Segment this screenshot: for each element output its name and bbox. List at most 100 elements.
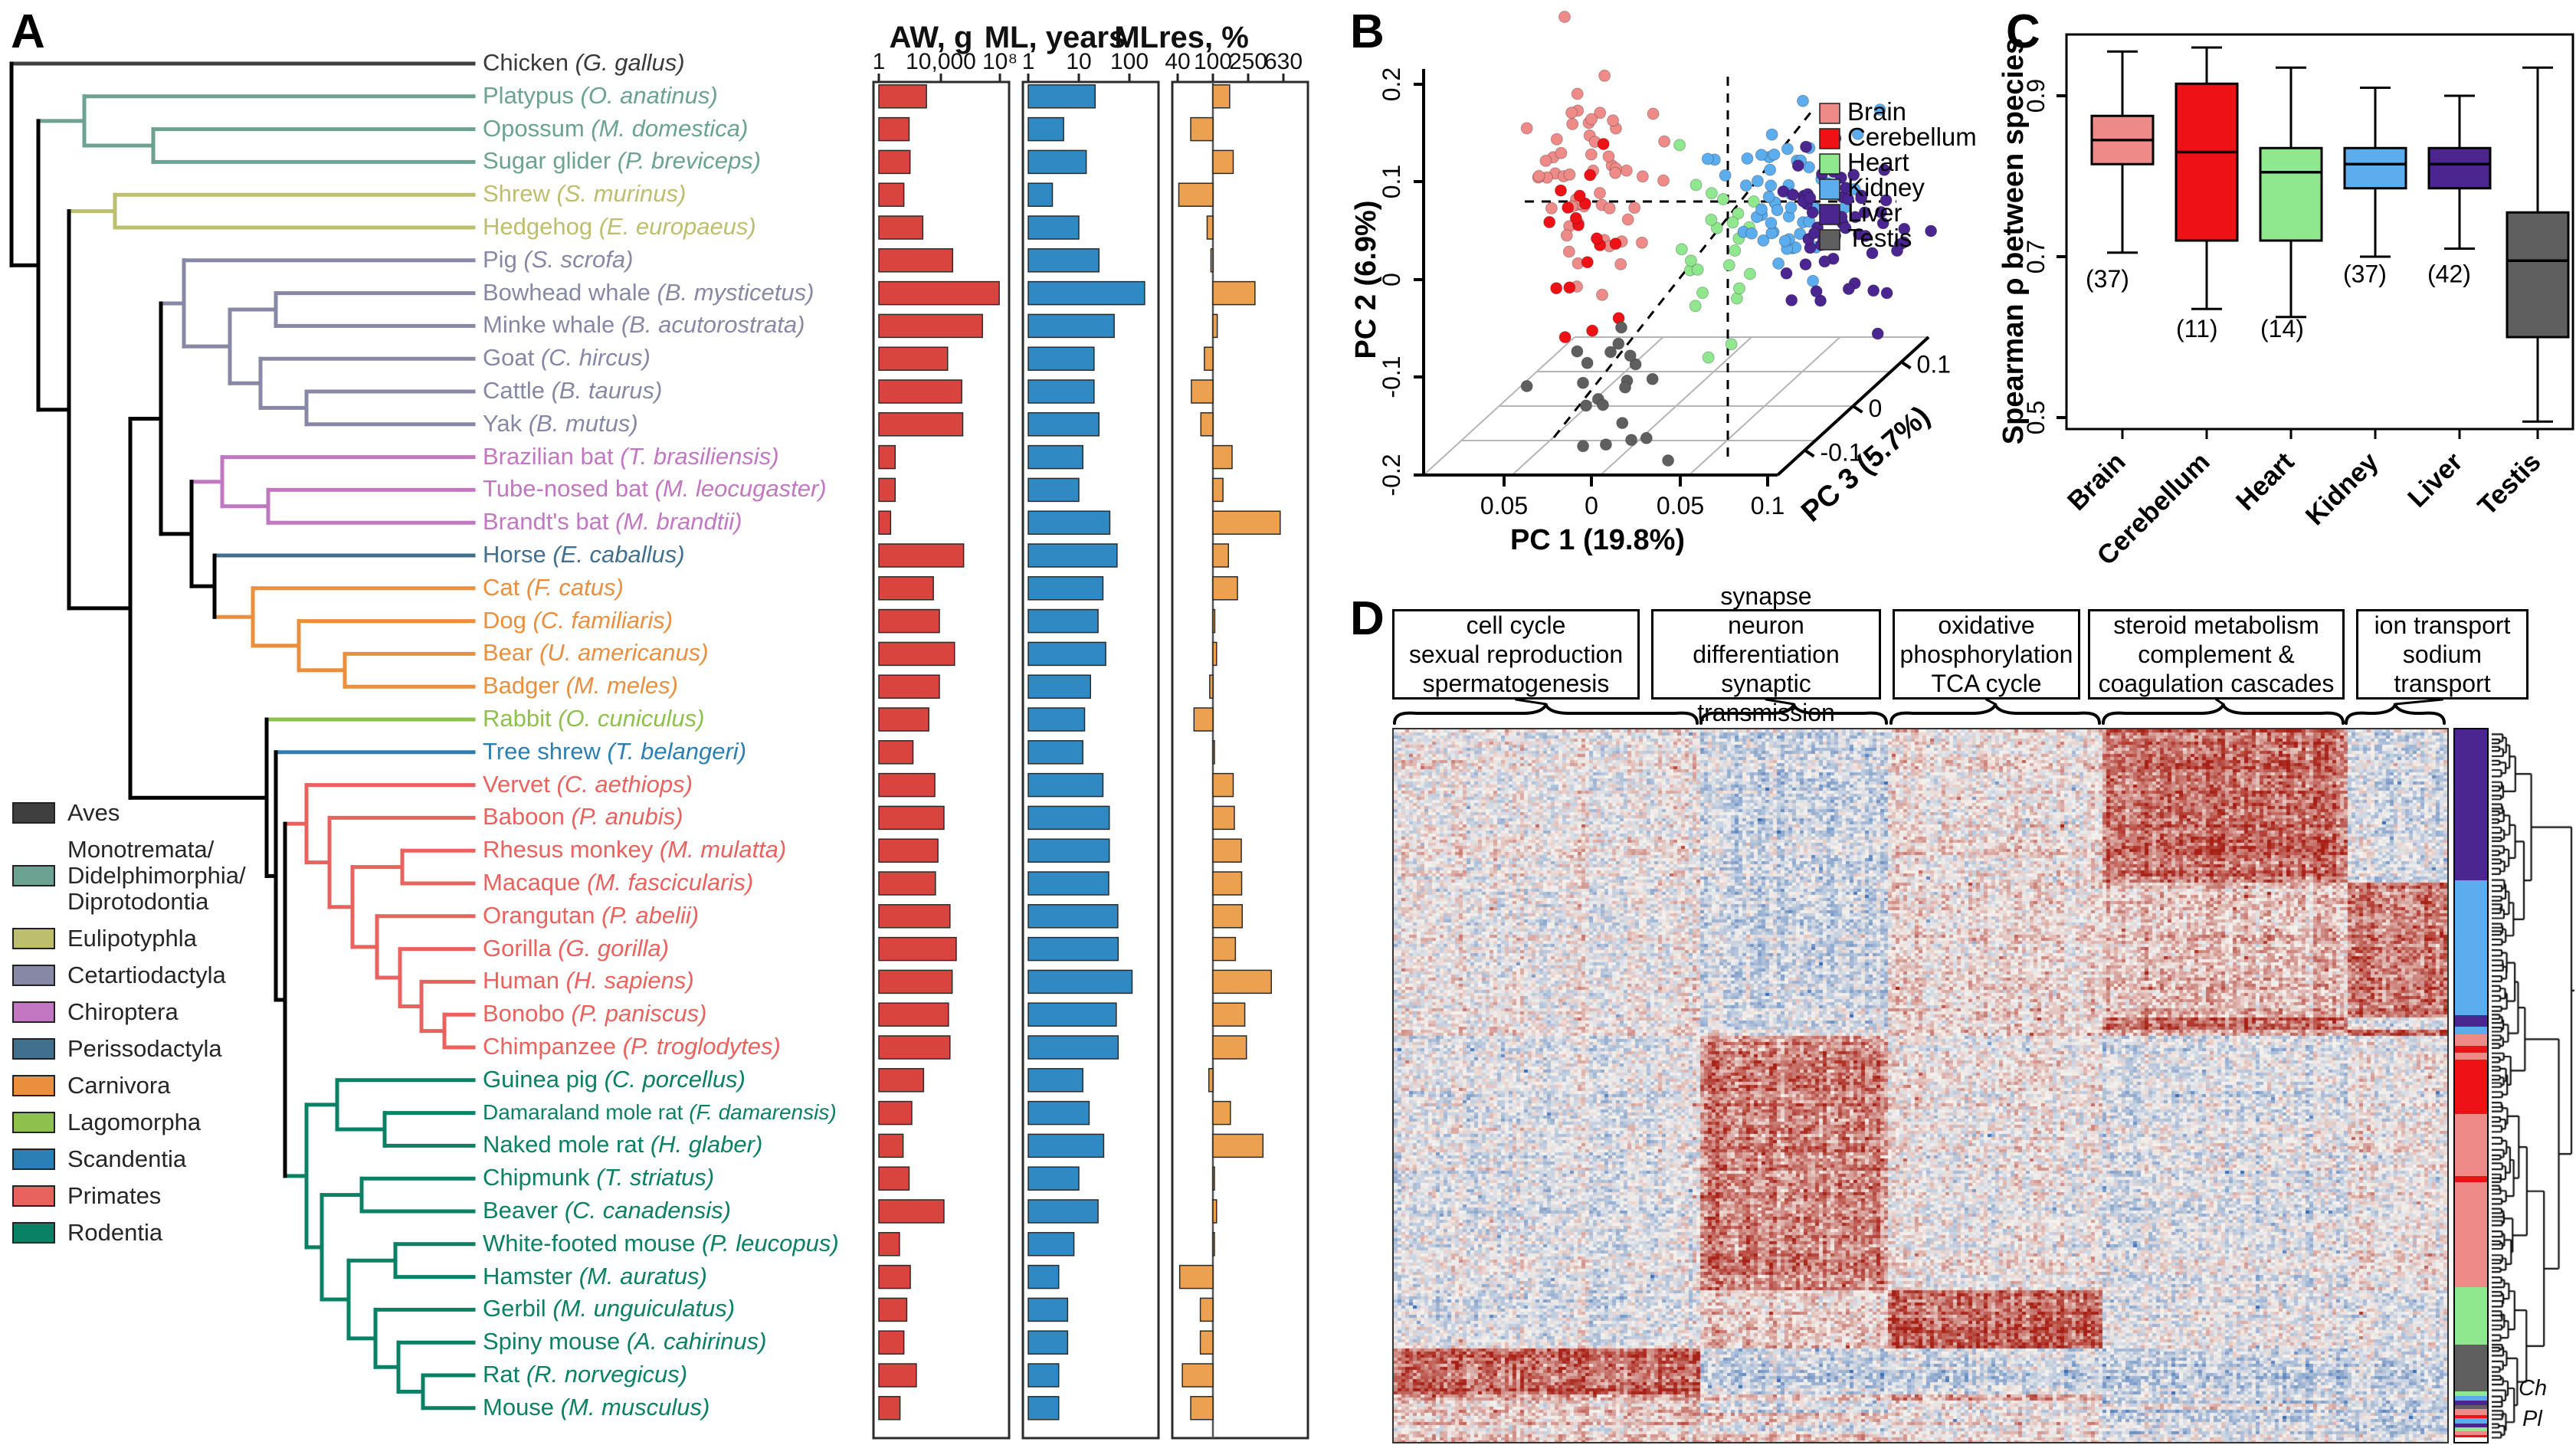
legend-label: Aves: [67, 799, 120, 826]
svg-text:0.5: 0.5: [2022, 401, 2050, 434]
pca-3d-plot: 0.2 0.1 0 -0.1 -0.2 0.05 0 0.05 0.1 0.1 0 -0.1 PC 1 …: [1350, 11, 1977, 556]
species-latin-name: (M. auratus): [578, 1262, 707, 1289]
tissue-sidebar-segment: [2455, 1430, 2487, 1435]
svg-text:Kidney: Kidney: [1847, 173, 1925, 202]
svg-text:100: 100: [1110, 49, 1149, 74]
species-common-name: Human: [483, 967, 566, 994]
species-label: Human (H. sapiens): [483, 968, 694, 994]
species-common-name: Cat: [483, 573, 526, 601]
legend-label: Eulipotyphla: [67, 925, 197, 952]
species-common-name: Orangutan: [483, 901, 602, 929]
tissue-sidebar-segment: [2455, 1405, 2487, 1410]
species-label: Chicken (G. gallus): [483, 50, 685, 76]
species-latin-name: (T. brasiliensis): [620, 442, 779, 470]
species-common-name: Rhesus monkey: [483, 836, 660, 863]
species-label: Vervet (C. aethiops): [483, 771, 693, 798]
species-label: Brandt's bat (M. brandtii): [483, 509, 742, 535]
panel-c-letter: C: [2006, 5, 2040, 58]
svg-text:0: 0: [1585, 492, 1598, 519]
category-box-line: steroid metabolism: [2113, 611, 2319, 639]
species-latin-name: (F. damarensis): [689, 1099, 837, 1124]
category-box-line: oxidative: [1938, 611, 2035, 639]
species-latin-name: (B. taurus): [551, 377, 663, 404]
species-common-name: Opossum: [483, 114, 592, 142]
svg-text:Brain: Brain: [1847, 97, 1906, 126]
species-latin-name: (E. europaeus): [598, 213, 756, 240]
species-label: Guinea pig (C. porcellus): [483, 1066, 746, 1093]
species-latin-name: (U. americanus): [539, 639, 709, 667]
svg-text:PC 1 (19.8%): PC 1 (19.8%): [1510, 524, 1685, 556]
braces-group: [1393, 698, 2446, 725]
panel-a-letter: A: [11, 5, 45, 58]
legend-label: Perissodactyla: [67, 1035, 222, 1062]
species-label: Cattle (B. taurus): [483, 378, 662, 404]
species-label: Hedgehog (E. europaeus): [483, 214, 756, 240]
species-latin-name: (M. brandtii): [615, 508, 742, 536]
tissue-sidebar-segment: [2455, 1400, 2487, 1406]
species-label: Gorilla (G. gorilla): [483, 935, 669, 962]
species-common-name: Goat: [483, 344, 541, 372]
species-common-name: Sugar glider: [483, 147, 618, 175]
annotation-platypus: Pl: [2522, 1407, 2542, 1431]
category-box-line: neuron differentiation: [1693, 611, 1840, 668]
legend-swatch-rodentia: [12, 1222, 55, 1243]
legend-label: Chiroptera: [67, 998, 179, 1025]
tissue-sidebar-segment: [2455, 1287, 2487, 1345]
species-latin-name: (M. unguiculatus): [552, 1295, 736, 1322]
svg-text:Kidney: Kidney: [2300, 447, 2384, 531]
phylo-tree: [9, 61, 476, 1411]
species-common-name: Dog: [483, 606, 533, 634]
category-box-line: spermatogenesis: [1422, 670, 1610, 697]
species-label: Gerbil (M. unguiculatus): [483, 1296, 735, 1322]
legend-swatch-primates: [12, 1185, 55, 1207]
species-label: Goat (C. hircus): [483, 345, 651, 371]
category-box-line: synapse: [1720, 582, 1812, 610]
annotation-chicken: Ch: [2519, 1376, 2548, 1401]
category-box-line: cell cycle: [1466, 611, 1566, 639]
species-latin-name: (M. meles): [565, 672, 678, 700]
legend-swatch-scandentia: [12, 1148, 55, 1170]
tissue-sidebar: [2453, 728, 2489, 1443]
legend-label: Cetartiodactyla: [67, 962, 226, 988]
category-box-line: TCA cycle: [1931, 670, 2042, 697]
category-box-cell-cycle: cell cycle sexual reproduction spermatog…: [1392, 609, 1640, 700]
species-label: Pig (S. scrofa): [483, 246, 633, 273]
svg-text:0.1: 0.1: [1751, 492, 1785, 519]
svg-text:PC 2 (6.9%): PC 2 (6.9%): [1350, 201, 1382, 359]
category-box-line: sodium: [2402, 641, 2483, 668]
svg-text:Testis: Testis: [2472, 447, 2546, 521]
category-box-line: coagulation cascades: [2098, 670, 2335, 697]
species-latin-name: (C. canadensis): [564, 1197, 731, 1224]
species-common-name: Brazilian bat: [483, 442, 621, 470]
svg-text:0.1: 0.1: [1378, 165, 1405, 198]
legend-label: Didelphimorphia/: [67, 862, 246, 889]
svg-text:-0.2: -0.2: [1378, 454, 1405, 496]
svg-text:0.9: 0.9: [2022, 79, 2050, 113]
tissue-sidebar-segment: [2455, 1414, 2487, 1419]
species-latin-name: (H. glaber): [650, 1131, 763, 1158]
species-label: Chimpanzee (P. troglodytes): [483, 1034, 781, 1060]
species-latin-name: (F. catus): [526, 573, 624, 601]
species-label: Mouse (M. musculus): [483, 1394, 710, 1420]
species-latin-name: (C. hircus): [540, 344, 651, 372]
species-latin-name: (T. belangeri): [607, 737, 747, 765]
species-common-name: Spiny mouse: [483, 1328, 627, 1355]
tissue-sidebar-segment: [2455, 1434, 2487, 1438]
species-latin-name: (B. acutorostrata): [621, 311, 805, 339]
species-latin-name: (B. mysticetus): [657, 278, 814, 306]
species-common-name: Yak: [483, 409, 529, 437]
species-label: Macaque (M. fascicularis): [483, 870, 753, 896]
tissue-sidebar-segment: [2455, 1114, 2487, 1177]
species-latin-name: (B. mutus): [528, 409, 638, 437]
species-common-name: Tree shrew: [483, 737, 608, 765]
expression-heatmap: [1392, 728, 2449, 1443]
species-common-name: Brandt's bat: [483, 508, 616, 536]
tissue-sidebar-segment: [2455, 1014, 2487, 1027]
species-common-name: Gorilla: [483, 934, 559, 962]
svg-text:10,000: 10,000: [906, 49, 976, 74]
species-label: Bonobo (P. paniscus): [483, 1001, 706, 1027]
svg-text:630: 630: [1264, 49, 1303, 74]
